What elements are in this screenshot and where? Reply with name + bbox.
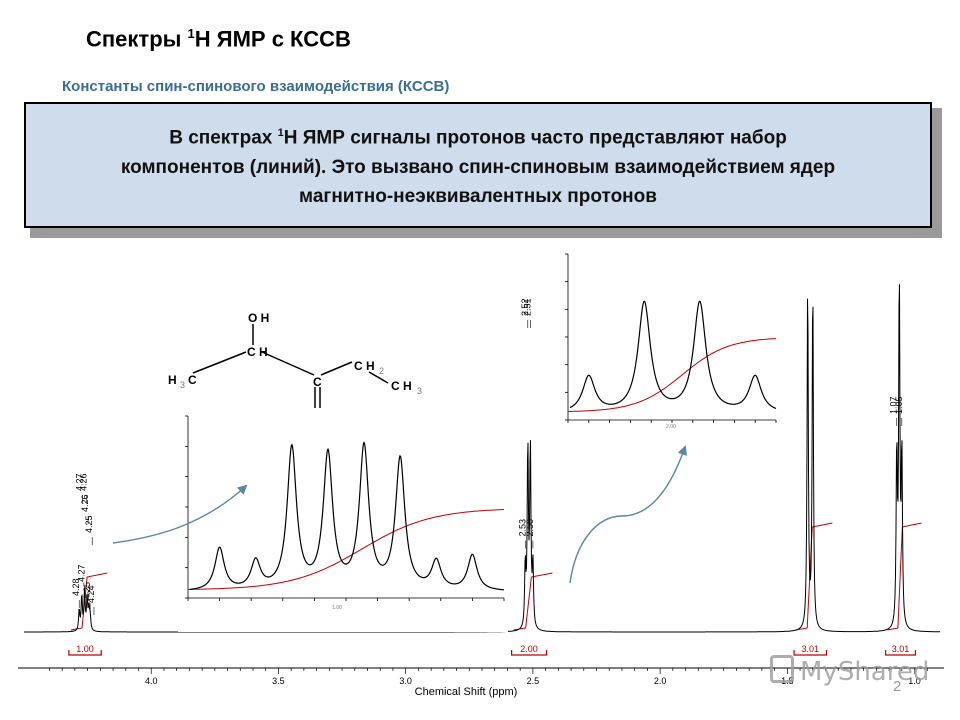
watermark-text: MyShared [800, 657, 930, 687]
peak-label: 1.05 [894, 396, 904, 414]
peak-label: 4.27 [75, 473, 85, 491]
atom-c-carbonyl: C [313, 375, 322, 389]
inset-frame [185, 415, 505, 601]
integral-bracket [68, 650, 102, 656]
info-box: В спектрах 1H ЯМР сигналы протонов часто… [24, 102, 932, 228]
x-tick-label: 4.0 [145, 676, 158, 686]
peak-label: 1.07 [889, 396, 899, 414]
integral-bracket [511, 650, 548, 656]
page-title: Спектры 1H ЯМР с КССВ [86, 26, 351, 52]
integral-value: 3.01 [892, 644, 910, 654]
info-line3: магнитно-неэквивалентных протонов [299, 185, 657, 207]
integral-value: 3.01 [801, 644, 819, 654]
peak-label: 2.50 [525, 519, 535, 537]
inset-integral-value: 1.00 [332, 605, 342, 611]
atom-sub-3-right: 3 [417, 386, 422, 396]
x-tick-label: 2.0 [654, 676, 667, 686]
title-suffix: H ЯМР с КССВ [194, 26, 351, 52]
peak-label: 4.26 [78, 473, 88, 491]
peak-label: 4.28 [71, 578, 81, 596]
peak-label: 2.53 [517, 519, 527, 537]
info-line2: компонентов (линий). Это вызвано спин-сп… [120, 156, 836, 178]
inset-frame [565, 253, 777, 423]
nmr-spectrum: O H C H H 3 C C O C H 2 C H 3 4.284.274.… [18, 250, 944, 698]
atom-ch: C H [247, 345, 268, 359]
inset-integral-trace [567, 338, 777, 412]
peak-label: 4.26 [80, 494, 90, 512]
callout-arrow-right [569, 445, 688, 584]
integral-curve [887, 522, 922, 631]
callout-arrow-left [112, 484, 248, 544]
peak-label: 4.25 [84, 515, 94, 533]
x-tick-label: 3.5 [272, 676, 285, 686]
inset-quartet-2-51: 2.00 [558, 250, 780, 435]
watermark-logo-icon [770, 655, 794, 683]
x-tick-label: 2.5 [527, 676, 540, 686]
atom-ch2: C H [354, 359, 375, 373]
integral-value: 2.00 [520, 644, 538, 654]
peak-label: 2.52 [520, 298, 530, 316]
bond-c-ch2 [320, 361, 353, 376]
info-box-text: В спектрах 1H ЯМР сигналы протонов часто… [121, 119, 835, 210]
bond-ch2-ch3 [368, 371, 389, 384]
atom-h3-left: H [168, 373, 177, 387]
inset-spectrum-trace [569, 300, 777, 410]
x-tick-label: 3.0 [399, 676, 412, 686]
molecule-structure: O H C H H 3 C C O C H 2 C H 3 [168, 311, 422, 424]
inset-integral-trace [187, 509, 505, 590]
peak-label: 4.27 [77, 564, 87, 582]
watermark: MyShared [770, 655, 929, 687]
title-superscript: 1 [187, 26, 195, 41]
info-line1b: H ЯМР сигналы протонов часто представляю… [283, 127, 787, 149]
inset-spectrum-trace [189, 441, 504, 591]
inset-background [558, 250, 780, 435]
x-tick-label: 1.0 [908, 676, 921, 686]
title-prefix: Спектры [86, 26, 188, 52]
atom-sub-3-left: 3 [180, 380, 185, 390]
inset-quartet-4-26: 1.00 [178, 412, 508, 632]
x-axis-label: Chemical Shift (ppm) [415, 686, 518, 698]
page-number: 2 [893, 678, 902, 695]
atom-ch3-right: C H [391, 379, 412, 393]
integral-value: 1.00 [76, 644, 94, 654]
subtitle: Константы спин-спинового взаимодействия … [62, 78, 450, 95]
peak-labels: 4.284.274.274.264.264.254.254.242.532.52… [71, 298, 904, 615]
inset-background [178, 412, 508, 632]
atom-c-left: C [188, 373, 197, 387]
atom-oh: O H [248, 311, 269, 325]
integral-brackets: 1.00 2.00 3.01 3.01 [68, 644, 917, 656]
peak-label: 4.24 [86, 585, 96, 603]
bond-ch3-ch [192, 351, 247, 374]
inset-integral-value: 2.00 [666, 424, 676, 430]
atom-sub-2: 2 [379, 366, 384, 376]
integral-bracket [793, 650, 828, 656]
info-superscript: 1 [277, 127, 284, 140]
info-line1a: В спектрах [169, 127, 278, 149]
peak-label: 2.51 [522, 298, 532, 316]
integral-bracket [885, 650, 917, 656]
bond-ch-c [261, 351, 315, 376]
peak-label: 4.25 [82, 582, 92, 600]
